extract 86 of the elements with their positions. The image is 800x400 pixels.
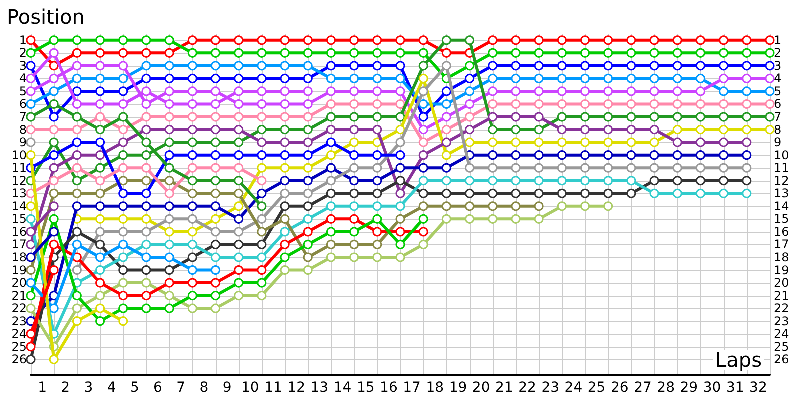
y2-tick-label: 21 <box>774 288 790 303</box>
y-tick-label: 2 <box>19 46 27 60</box>
y-tick-label: 25 <box>12 340 27 354</box>
x-tick-label: 10 <box>241 380 260 396</box>
y-axis-title: Position <box>7 5 85 29</box>
x-tick-label: 8 <box>200 380 209 396</box>
x-tick-label: 7 <box>176 380 186 396</box>
x-tick-label: 2 <box>61 380 70 396</box>
y2-tick-label: 8 <box>774 122 782 137</box>
y2-tick-label: 5 <box>774 84 782 98</box>
y-tick-label: 17 <box>12 238 27 252</box>
x-tick-label: 26 <box>610 380 629 396</box>
x-tick-label: 9 <box>222 380 232 396</box>
y-tick-label: 23 <box>12 314 27 328</box>
y-tick-label: 20 <box>12 276 27 290</box>
x-tick-label: 21 <box>496 380 514 396</box>
y-tick-label: 24 <box>12 327 27 342</box>
x-tick-label: 30 <box>703 380 722 396</box>
y-tick-label: 19 <box>12 263 27 278</box>
y-tick-label: 8 <box>19 122 27 137</box>
y2-tick-label: 1 <box>774 33 782 48</box>
x-tick-label: 15 <box>356 380 375 396</box>
y2-tick-label: 2 <box>774 46 782 60</box>
y-tick-label: 11 <box>12 161 27 176</box>
x-tick-label: 18 <box>426 380 444 396</box>
y2-tick-label: 22 <box>774 302 790 316</box>
y2-tick-label: 25 <box>774 340 790 354</box>
y2-tick-label: 7 <box>774 110 782 124</box>
x-tick-label: 27 <box>634 380 652 396</box>
y-tick-label: 22 <box>12 302 27 316</box>
x-tick-label: 3 <box>84 380 94 396</box>
x-tick-label: 32 <box>750 380 768 396</box>
x-tick-label: 12 <box>288 380 306 396</box>
x-tick-label: 29 <box>680 380 698 396</box>
x-tick-label: 13 <box>310 380 329 396</box>
y-tick-label: 3 <box>19 58 27 73</box>
y2-tick-label: 23 <box>774 314 790 328</box>
x-tick-label: 25 <box>588 380 606 396</box>
y2-tick-label: 19 <box>774 263 790 278</box>
x-tick-label: 6 <box>154 380 163 396</box>
y2-tick-label: 17 <box>774 238 790 252</box>
x-tick-label: 4 <box>107 380 116 396</box>
y-tick-label: 14 <box>12 199 27 214</box>
x-tick-label: 16 <box>380 380 398 396</box>
x-tick-label: 5 <box>130 380 140 396</box>
y-tick-label: 4 <box>19 72 27 86</box>
x-tick-label: 31 <box>726 380 744 396</box>
y2-tick-label: 6 <box>774 97 782 112</box>
y2-tick-label: 16 <box>774 224 790 239</box>
y2-tick-label: 13 <box>774 186 790 201</box>
x-tick-label: 14 <box>334 380 352 396</box>
y-tick-label: 12 <box>12 174 27 188</box>
x-axis-title: Laps <box>715 348 762 372</box>
x-tick-label: 1 <box>38 380 48 396</box>
y2-tick-label: 9 <box>774 136 782 150</box>
x-tick-label: 23 <box>542 380 560 396</box>
y2-tick-label: 14 <box>774 199 790 214</box>
y-tick-label: 18 <box>12 250 27 264</box>
y-tick-label: 16 <box>12 224 27 239</box>
y2-tick-label: 4 <box>774 72 782 86</box>
y-tick-label: 9 <box>19 136 27 150</box>
y-tick-label: 7 <box>19 110 27 124</box>
y-tick-label: 5 <box>19 84 27 98</box>
x-tick-label: 22 <box>518 380 536 396</box>
y-tick-label: 15 <box>12 212 27 226</box>
y-tick-label: 10 <box>12 148 27 162</box>
y-tick-label: 21 <box>12 288 27 303</box>
y2-tick-label: 10 <box>774 148 790 162</box>
y2-tick-label: 18 <box>774 250 790 264</box>
x-tick-label: 11 <box>264 380 282 396</box>
y2-tick-label: 11 <box>774 161 790 176</box>
x-tick-label: 28 <box>657 380 675 396</box>
y-tick-label: 26 <box>12 352 27 367</box>
y2-tick-label: 3 <box>774 58 782 73</box>
x-tick-label: 19 <box>449 380 468 396</box>
y-tick-label: 13 <box>12 186 27 201</box>
y-tick-label: 6 <box>19 97 27 112</box>
y2-tick-label: 26 <box>774 352 790 367</box>
x-tick-label: 17 <box>403 380 421 396</box>
x-tick-label: 20 <box>472 380 490 396</box>
x-tick-label: 24 <box>564 380 583 396</box>
y2-tick-label: 20 <box>774 276 790 290</box>
y2-tick-label: 24 <box>774 327 790 342</box>
y-tick-label: 1 <box>19 33 27 48</box>
y2-tick-label: 12 <box>774 174 790 188</box>
y2-tick-label: 15 <box>774 212 790 226</box>
